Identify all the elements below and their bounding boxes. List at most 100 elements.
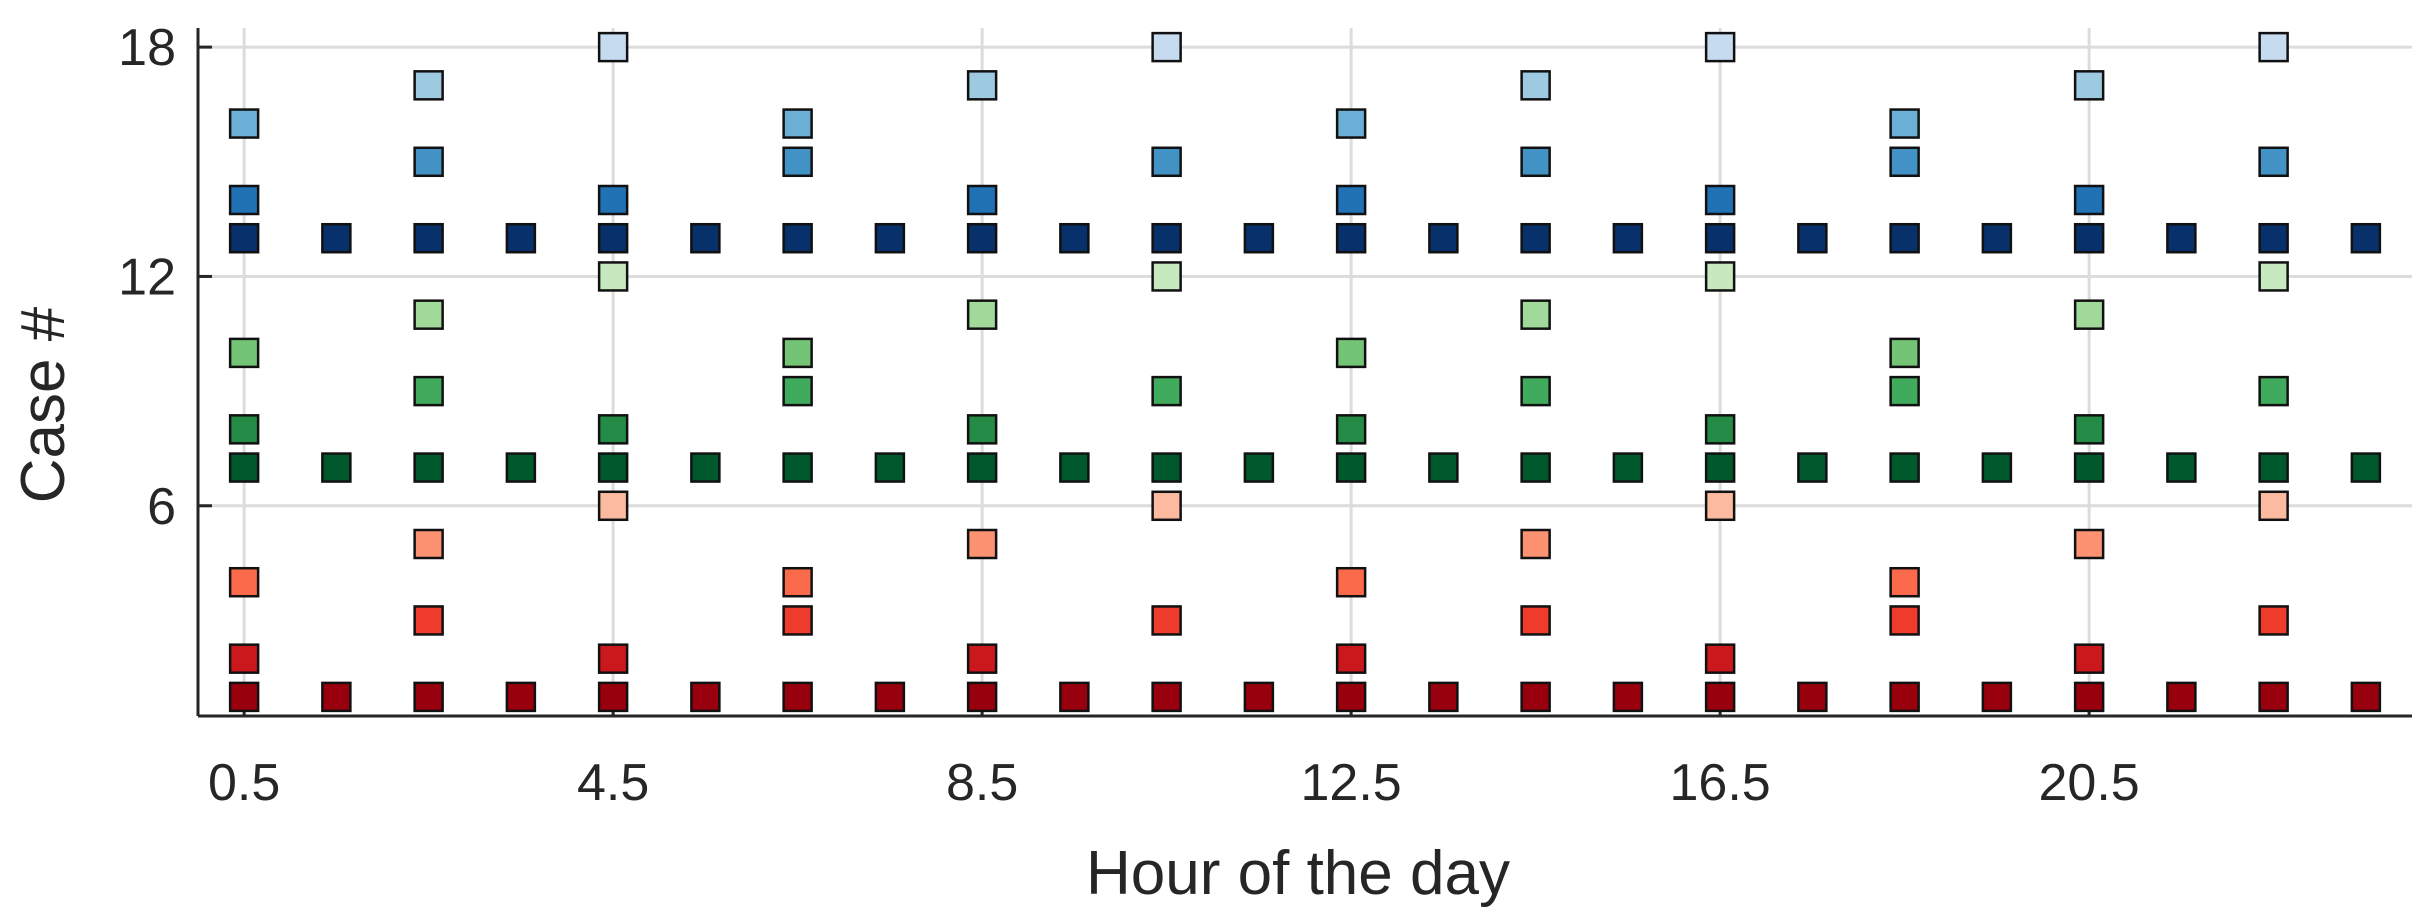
data-point-case-7 bbox=[1520, 452, 1551, 483]
grid-lines bbox=[198, 28, 2412, 716]
data-point-case-16 bbox=[1335, 108, 1367, 139]
data-point-case-1 bbox=[782, 681, 813, 713]
x-axis-title: Hour of the day bbox=[1086, 839, 1510, 908]
data-point-case-7 bbox=[2258, 452, 2289, 483]
data-point-case-2 bbox=[1704, 643, 1736, 674]
data-point-case-9 bbox=[1151, 375, 1182, 407]
data-point-case-3 bbox=[782, 605, 813, 636]
data-point-case-16 bbox=[228, 108, 260, 139]
data-point-case-7 bbox=[782, 452, 813, 483]
data-point-case-2 bbox=[2073, 643, 2105, 674]
data-point-case-3 bbox=[1151, 605, 1182, 636]
data-point-case-7 bbox=[690, 452, 721, 483]
data-point-case-7 bbox=[1335, 452, 1367, 483]
data-point-case-15 bbox=[782, 146, 813, 178]
data-point-case-13 bbox=[321, 222, 352, 254]
data-point-case-9 bbox=[1889, 375, 1920, 407]
data-point-case-10 bbox=[1335, 337, 1367, 369]
x-tick-label: 20.5 bbox=[2039, 754, 2140, 812]
data-point-case-13 bbox=[2258, 222, 2289, 254]
data-point-case-3 bbox=[1520, 605, 1551, 636]
data-point-case-16 bbox=[1889, 108, 1920, 139]
data-point-case-6 bbox=[597, 490, 629, 522]
data-point-case-7 bbox=[597, 452, 629, 483]
data-point-case-11 bbox=[2073, 299, 2105, 330]
data-point-case-7 bbox=[1889, 452, 1920, 483]
data-point-case-13 bbox=[1889, 222, 1920, 254]
data-point-case-14 bbox=[597, 184, 629, 216]
x-tick-label: 4.5 bbox=[577, 754, 649, 812]
data-point-case-13 bbox=[1151, 222, 1182, 254]
data-point-case-2 bbox=[966, 643, 998, 674]
data-point-case-10 bbox=[1889, 337, 1920, 369]
data-point-case-6 bbox=[1151, 490, 1182, 522]
data-point-case-7 bbox=[2350, 452, 2382, 483]
data-point-case-1 bbox=[505, 681, 537, 713]
data-point-case-3 bbox=[1889, 605, 1920, 636]
data-point-case-7 bbox=[2073, 452, 2105, 483]
data-point-case-1 bbox=[1428, 681, 1459, 713]
data-point-case-4 bbox=[228, 566, 260, 598]
data-point-case-7 bbox=[1981, 452, 2013, 483]
data-point-case-3 bbox=[2258, 605, 2289, 636]
data-point-case-17 bbox=[2073, 70, 2105, 101]
data-point-case-18 bbox=[1151, 31, 1182, 63]
data-point-case-7 bbox=[1059, 452, 1090, 483]
data-point-case-13 bbox=[1428, 222, 1459, 254]
tick-labels: 0.5 4.5 8.5 12.5 16.5 20.5 6 12 18 bbox=[118, 19, 2140, 812]
data-point-case-1 bbox=[1151, 681, 1182, 713]
data-point-case-11 bbox=[1520, 299, 1551, 330]
data-point-case-8 bbox=[228, 414, 260, 445]
data-point-case-6 bbox=[2258, 490, 2289, 522]
data-point-case-7 bbox=[413, 452, 444, 483]
data-point-case-17 bbox=[1520, 70, 1551, 101]
data-point-case-1 bbox=[321, 681, 352, 713]
data-point-case-5 bbox=[2073, 528, 2105, 560]
data-point-case-4 bbox=[782, 566, 813, 598]
data-point-case-10 bbox=[782, 337, 813, 369]
data-point-case-13 bbox=[1059, 222, 1090, 254]
data-point-case-7 bbox=[874, 452, 906, 483]
data-point-case-13 bbox=[1335, 222, 1367, 254]
data-point-case-1 bbox=[2258, 681, 2289, 713]
data-point-case-4 bbox=[1335, 566, 1367, 598]
data-point-case-15 bbox=[413, 146, 444, 178]
data-point-case-13 bbox=[1797, 222, 1828, 254]
data-point-case-13 bbox=[1981, 222, 2013, 254]
data-point-case-14 bbox=[2073, 184, 2105, 216]
data-point-case-1 bbox=[1520, 681, 1551, 713]
data-point-case-13 bbox=[1612, 222, 1644, 254]
x-tick-label: 0.5 bbox=[208, 754, 280, 812]
data-point-case-4 bbox=[1889, 566, 1920, 598]
data-point-case-1 bbox=[2166, 681, 2197, 713]
data-point-case-3 bbox=[413, 605, 444, 636]
y-tick-label: 12 bbox=[118, 248, 176, 306]
data-point-case-13 bbox=[1704, 222, 1736, 254]
data-point-case-12 bbox=[2258, 261, 2289, 292]
data-point-case-13 bbox=[1243, 222, 1275, 254]
data-point-case-7 bbox=[1243, 452, 1275, 483]
data-point-case-15 bbox=[1151, 146, 1182, 178]
data-point-case-7 bbox=[1704, 452, 1736, 483]
y-tick-label: 6 bbox=[147, 478, 176, 536]
data-point-case-13 bbox=[2073, 222, 2105, 254]
data-point-case-9 bbox=[1520, 375, 1551, 407]
x-tick-label: 12.5 bbox=[1301, 754, 1402, 812]
data-point-case-10 bbox=[228, 337, 260, 369]
data-points bbox=[228, 31, 2382, 713]
data-point-case-7 bbox=[1428, 452, 1459, 483]
data-point-case-18 bbox=[1704, 31, 1736, 63]
data-point-case-13 bbox=[782, 222, 813, 254]
data-point-case-7 bbox=[228, 452, 260, 483]
data-point-case-18 bbox=[2258, 31, 2289, 63]
data-point-case-16 bbox=[782, 108, 813, 139]
y-axis-title: Case # bbox=[9, 306, 78, 503]
data-point-case-15 bbox=[1889, 146, 1920, 178]
data-point-case-9 bbox=[413, 375, 444, 407]
data-point-case-7 bbox=[321, 452, 352, 483]
data-point-case-1 bbox=[2350, 681, 2382, 713]
data-point-case-18 bbox=[597, 31, 629, 63]
data-point-case-1 bbox=[1981, 681, 2013, 713]
data-point-case-7 bbox=[2166, 452, 2197, 483]
